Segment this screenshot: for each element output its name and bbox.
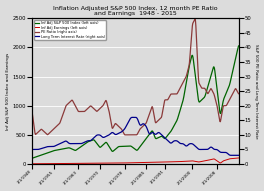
Long Term Interest Rate (right axis) <box>31 148 34 151</box>
Inf Adj Earnings (left axis) <box>114 162 117 164</box>
Long Term Interest Rate (right axis) <box>192 143 195 146</box>
Y-axis label: Inf Adj S&P 500 Index and Earnings: Inf Adj S&P 500 Index and Earnings <box>6 53 10 130</box>
Long Term Interest Rate (right axis) <box>196 147 199 149</box>
Inf Adj Earnings (left axis) <box>172 161 176 163</box>
Long Term Interest Rate (right axis) <box>51 145 55 148</box>
Long Term Interest Rate (right axis) <box>173 140 176 142</box>
Legend: Inf Adj S&P 500 Index (left axis), Inf Adj Earnings (left axis), PE Ratio (right: Inf Adj S&P 500 Index (left axis), Inf A… <box>34 20 106 40</box>
Long Term Interest Rate (right axis) <box>114 133 117 136</box>
Inf Adj S&P 500 Index (left axis) <box>195 87 199 90</box>
Line: PE Ratio (right axis): PE Ratio (right axis) <box>32 19 239 135</box>
Long Term Interest Rate (right axis) <box>229 154 232 156</box>
PE Ratio (right axis) <box>51 128 55 131</box>
Inf Adj Earnings (left axis) <box>121 162 125 164</box>
PE Ratio (right axis) <box>173 93 176 95</box>
Inf Adj S&P 500 Index (left axis) <box>114 148 117 150</box>
Long Term Interest Rate (right axis) <box>131 116 134 118</box>
Inf Adj Earnings (left axis) <box>237 157 240 159</box>
PE Ratio (right axis) <box>196 55 199 57</box>
Inf Adj S&P 500 Index (left axis) <box>31 157 34 159</box>
Inf Adj S&P 500 Index (left axis) <box>172 125 176 127</box>
Line: Inf Adj Earnings (left axis): Inf Adj Earnings (left axis) <box>32 158 239 164</box>
PE Ratio (right axis) <box>114 122 117 125</box>
Inf Adj Earnings (left axis) <box>31 163 34 165</box>
Y-axis label: S&P 500 PE Ratio and Long Term Interest Rate: S&P 500 PE Ratio and Long Term Interest … <box>254 44 258 138</box>
PE Ratio (right axis) <box>121 131 125 133</box>
Title: Inflation Adjusted S&P 500 Index, 12 month PE Ratio
and Earnings  1948 - 2015: Inflation Adjusted S&P 500 Index, 12 mon… <box>53 6 218 16</box>
Long Term Interest Rate (right axis) <box>237 154 240 156</box>
PE Ratio (right axis) <box>192 21 195 23</box>
Inf Adj Earnings (left axis) <box>192 160 195 162</box>
PE Ratio (right axis) <box>237 93 240 95</box>
Inf Adj Earnings (left axis) <box>195 161 199 163</box>
PE Ratio (right axis) <box>124 134 127 136</box>
Line: Long Term Interest Rate (right axis): Long Term Interest Rate (right axis) <box>32 117 239 155</box>
Inf Adj S&P 500 Index (left axis) <box>51 150 55 152</box>
PE Ratio (right axis) <box>31 112 34 114</box>
Long Term Interest Rate (right axis) <box>121 129 125 132</box>
Inf Adj S&P 500 Index (left axis) <box>237 45 240 47</box>
Inf Adj Earnings (left axis) <box>51 163 55 165</box>
Inf Adj S&P 500 Index (left axis) <box>121 145 125 147</box>
Line: Inf Adj S&P 500 Index (left axis): Inf Adj S&P 500 Index (left axis) <box>32 46 239 158</box>
PE Ratio (right axis) <box>194 18 197 20</box>
Inf Adj S&P 500 Index (left axis) <box>192 57 195 60</box>
